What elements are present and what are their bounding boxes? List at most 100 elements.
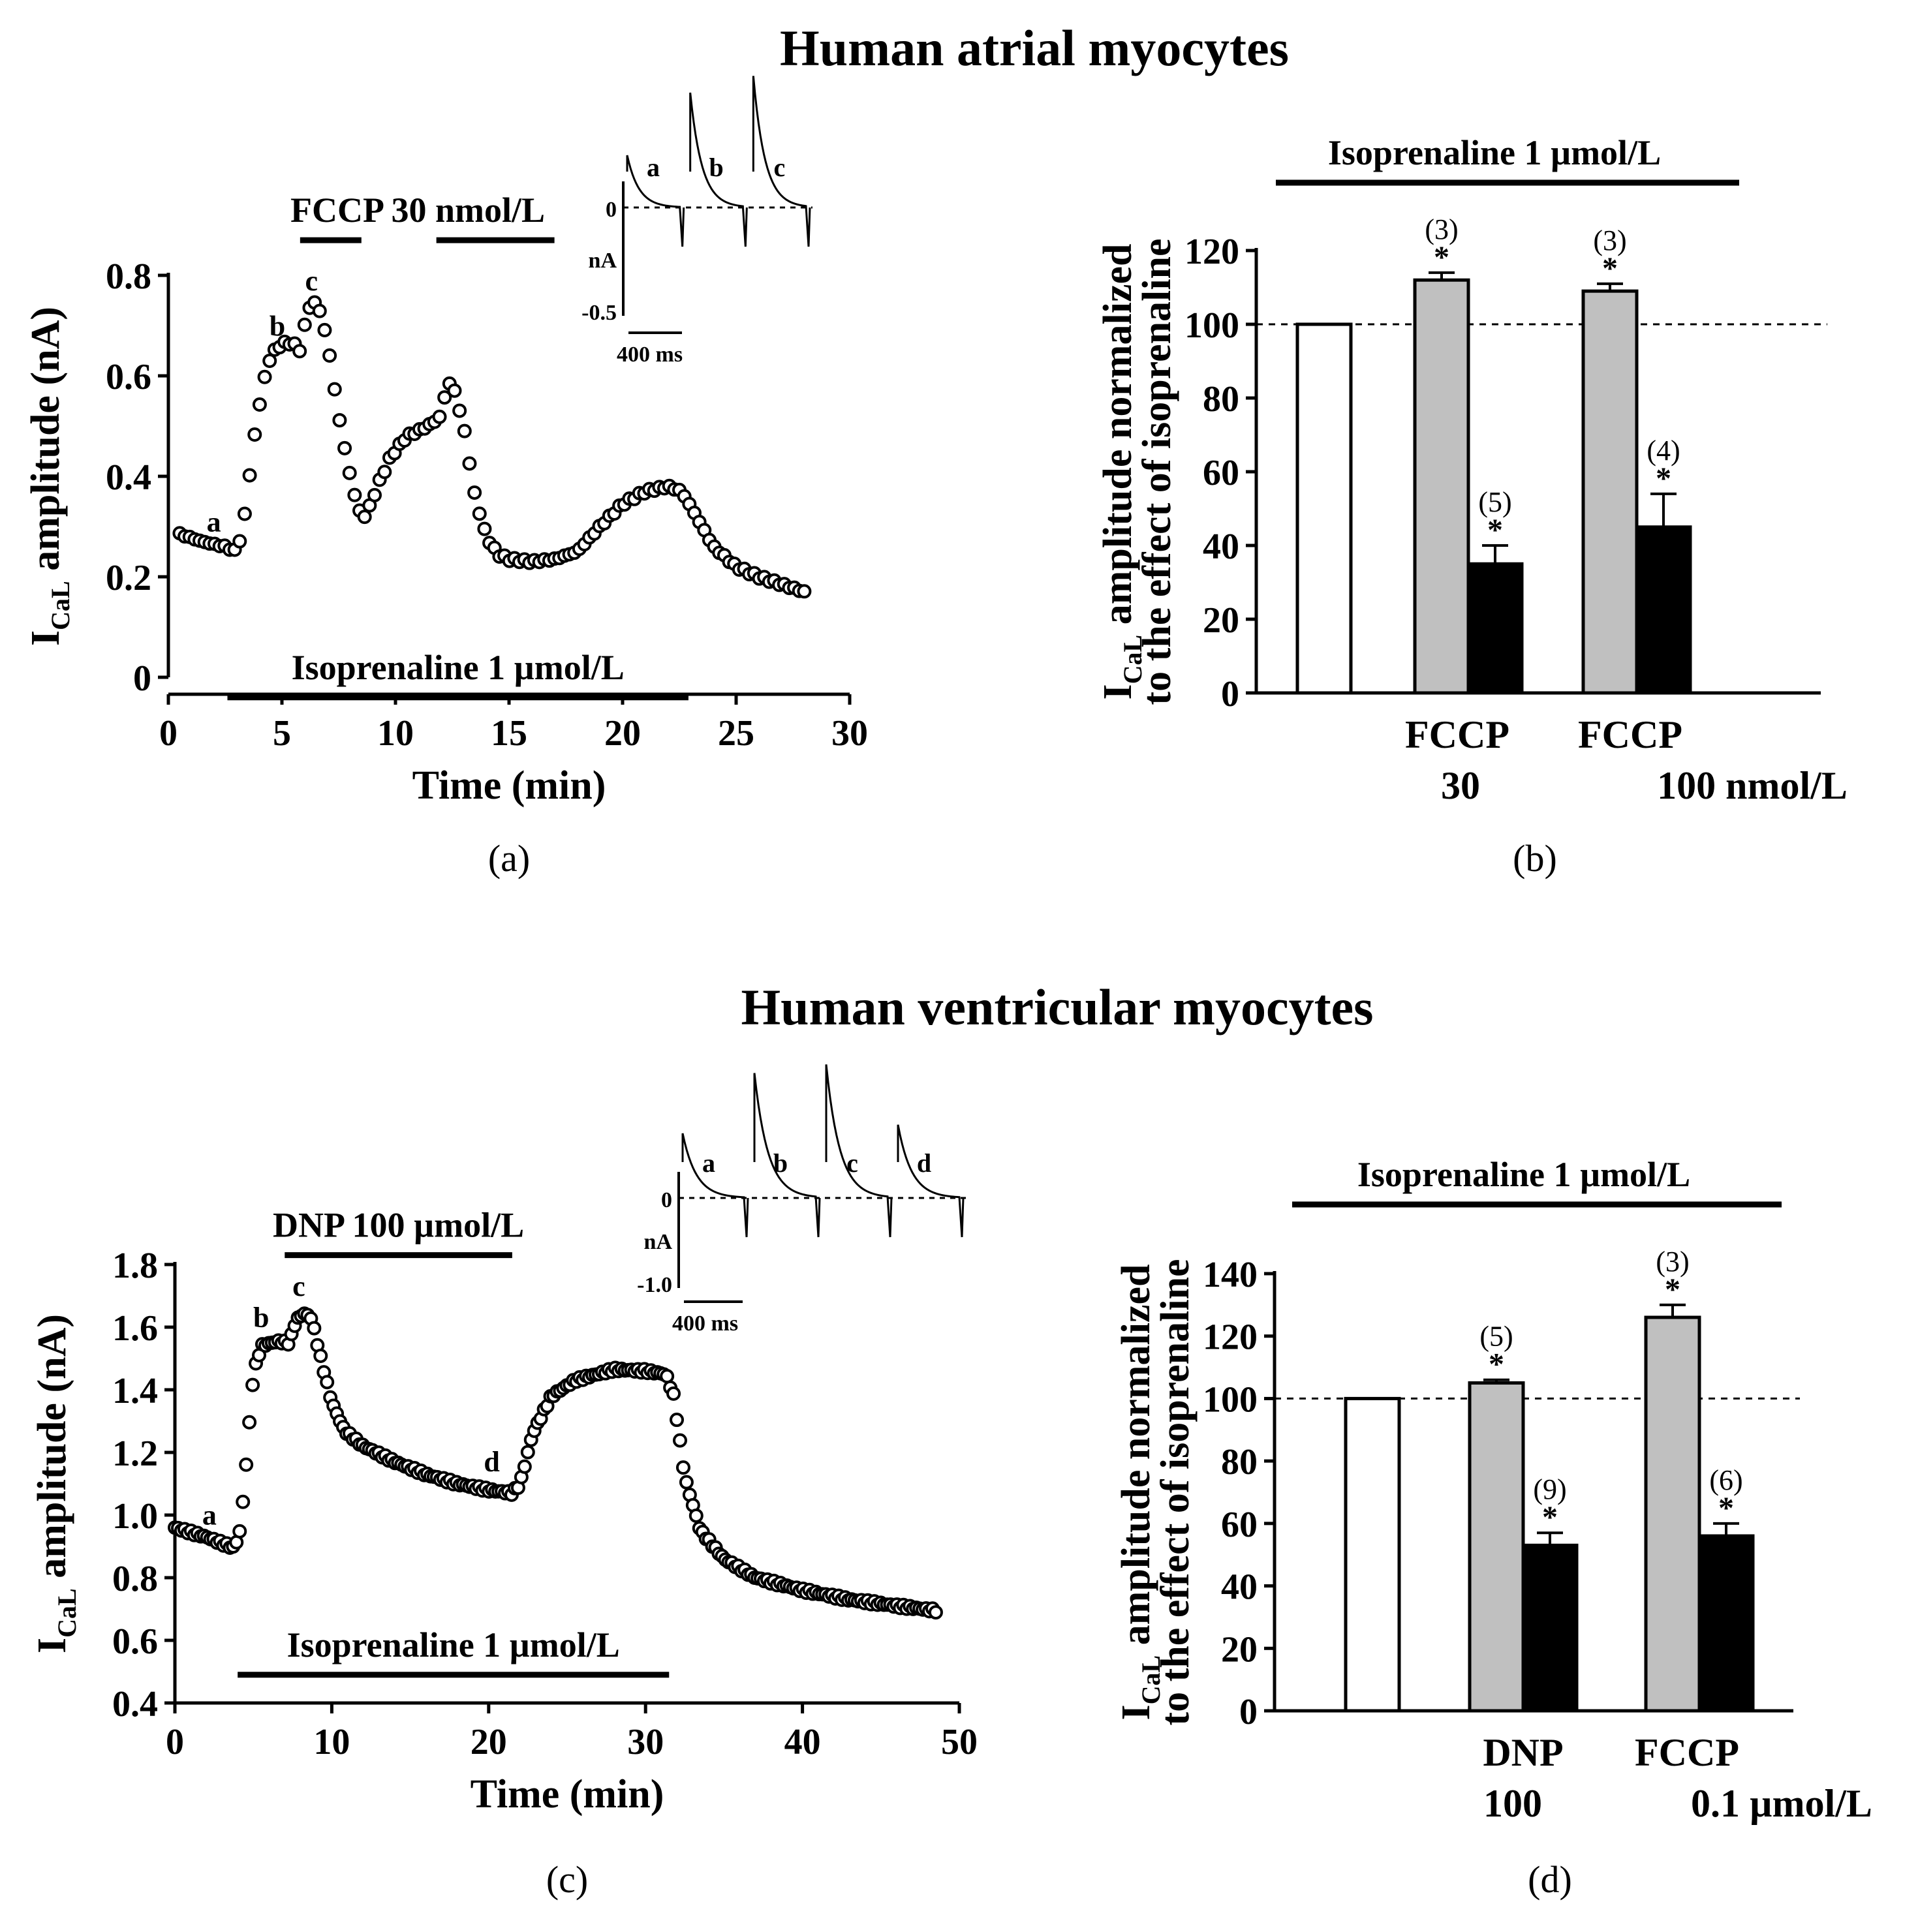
y-axis-label-main: I <box>1096 684 1140 699</box>
x-tick-label: 25 <box>718 713 754 754</box>
x-axis-label: Time (min) <box>412 763 606 808</box>
data-point <box>520 1445 535 1460</box>
y-tick-label: 0.8 <box>112 1559 158 1599</box>
data-point <box>239 1457 254 1472</box>
x-tick-label: 20 <box>604 713 641 754</box>
x-tick-label: 10 <box>313 1722 350 1762</box>
inset-current-trace <box>897 1124 965 1238</box>
inset-current-trace <box>689 92 748 247</box>
point-label-d: d <box>484 1446 499 1478</box>
y-tick-label: 0 <box>1221 674 1239 714</box>
sample-size-label: (6) <box>1709 1464 1742 1496</box>
panel-label: (d) <box>1528 1858 1572 1901</box>
significance-star: * <box>1489 1347 1504 1382</box>
y-tick-label: 1.2 <box>112 1434 158 1474</box>
y-tick-label: 80 <box>1203 379 1239 420</box>
y-axis-label-rest: amplitude (nA) <box>30 1314 74 1588</box>
y-tick-label: 120 <box>1184 232 1239 272</box>
data-point <box>437 390 452 405</box>
y-tick-label: 0.8 <box>106 256 151 297</box>
data-point <box>297 317 312 332</box>
data-point <box>236 1494 251 1509</box>
isoprenaline-bar-label: Isoprenaline 1 µmol/L <box>1328 133 1661 172</box>
y-axis-label-main: I <box>23 630 68 646</box>
data-point <box>660 1369 675 1384</box>
sample-size-label: (5) <box>1479 1321 1513 1353</box>
application-bar-label: Isoprenaline 1 µmol/L <box>287 1625 620 1664</box>
inset-scale-label: 400 ms <box>617 343 683 367</box>
sample-size-label: (4) <box>1647 435 1680 467</box>
panel-b: 0 20 40 60 80 100 120 ICaL amplitude normalized… <box>1096 133 1848 880</box>
y-tick-label: 1.0 <box>112 1496 158 1537</box>
bar-gray <box>1644 1315 1701 1713</box>
x-axis-label: Time (min) <box>471 1772 664 1817</box>
y-axis-label-main: I <box>1114 1704 1158 1720</box>
y-tick-label: 1.8 <box>112 1246 158 1286</box>
y-axis-label-main: I <box>30 1638 74 1653</box>
point-label-b: b <box>253 1302 269 1334</box>
significance-star: * <box>1487 513 1503 547</box>
data-point <box>242 468 257 483</box>
y-tick-label: 80 <box>1221 1442 1258 1482</box>
inset-ytick-1: -1.0 <box>637 1273 672 1297</box>
data-point <box>472 506 487 521</box>
category-label-line1: DNP <box>1483 1731 1563 1774</box>
data-point <box>357 510 372 525</box>
data-point <box>327 382 342 397</box>
inset-sweep-label: b <box>773 1148 788 1178</box>
category-label-line1: FCCP <box>1405 713 1509 756</box>
bar-black <box>1466 562 1524 695</box>
inset-sweep-label: c <box>773 153 785 182</box>
inset-current-trace <box>752 76 811 247</box>
point-label-c: c <box>292 1270 305 1302</box>
data-point <box>342 465 357 480</box>
x-tick-label: 50 <box>941 1722 978 1762</box>
sample-size-label: (3) <box>1425 213 1458 245</box>
y-tick-label: 0.6 <box>112 1621 158 1662</box>
category-label-line1: FCCP <box>1635 1731 1739 1774</box>
bar-black <box>1635 525 1692 695</box>
data-point <box>447 383 462 398</box>
inset-ylabel: nA <box>589 249 617 273</box>
data-point <box>322 348 337 363</box>
data-point <box>257 369 272 384</box>
data-point <box>232 1524 247 1539</box>
data-point <box>797 584 812 599</box>
y-tick-label: 0 <box>1239 1692 1258 1732</box>
y-axis-label-sub: CaL <box>52 1588 82 1638</box>
bar-gray <box>1581 289 1639 695</box>
bar-gray <box>1468 1381 1525 1713</box>
significance-star: * <box>1665 1272 1680 1307</box>
category-label-line1: FCCP <box>1578 713 1682 756</box>
data-point <box>307 1321 322 1336</box>
data-point <box>675 1460 690 1475</box>
inset-sweep-label: a <box>702 1148 715 1178</box>
inset-ylabel: nA <box>644 1230 673 1254</box>
sample-size-label: (5) <box>1478 486 1511 518</box>
y-axis-label-line1: ICaL amplitude normalized <box>1096 243 1147 699</box>
data-point <box>672 1433 687 1448</box>
x-tick-label: 30 <box>627 1722 664 1762</box>
x-tick-label: 15 <box>491 713 527 754</box>
application-bar-label: DNP 100 µmol/L <box>273 1206 524 1245</box>
inset-sweep-label: d <box>917 1148 931 1178</box>
data-point <box>432 409 447 424</box>
inset-ytick-0: 0 <box>661 1188 672 1212</box>
category-label-line2: 0.1 µmol/L <box>1691 1782 1872 1825</box>
data-point <box>367 487 382 502</box>
data-point <box>457 423 472 438</box>
sample-size-label: (3) <box>1656 1246 1689 1278</box>
y-axis-label: ICaL amplitude (nA) <box>30 1314 82 1653</box>
data-point <box>462 456 477 471</box>
y-tick-label: 0.2 <box>106 558 151 598</box>
y-axis-label-line1: ICaL amplitude normalized <box>1114 1264 1166 1720</box>
data-point <box>262 354 277 369</box>
y-axis-label-sub: CaL <box>1136 1655 1166 1705</box>
inset-scale-label: 400 ms <box>672 1311 738 1336</box>
data-point <box>517 1459 532 1474</box>
data-point <box>245 1377 260 1392</box>
data-point <box>666 1386 681 1401</box>
y-tick-label: 100 <box>1203 1379 1258 1420</box>
y-axis-label: ICaL amplitude (nA) <box>23 307 75 646</box>
